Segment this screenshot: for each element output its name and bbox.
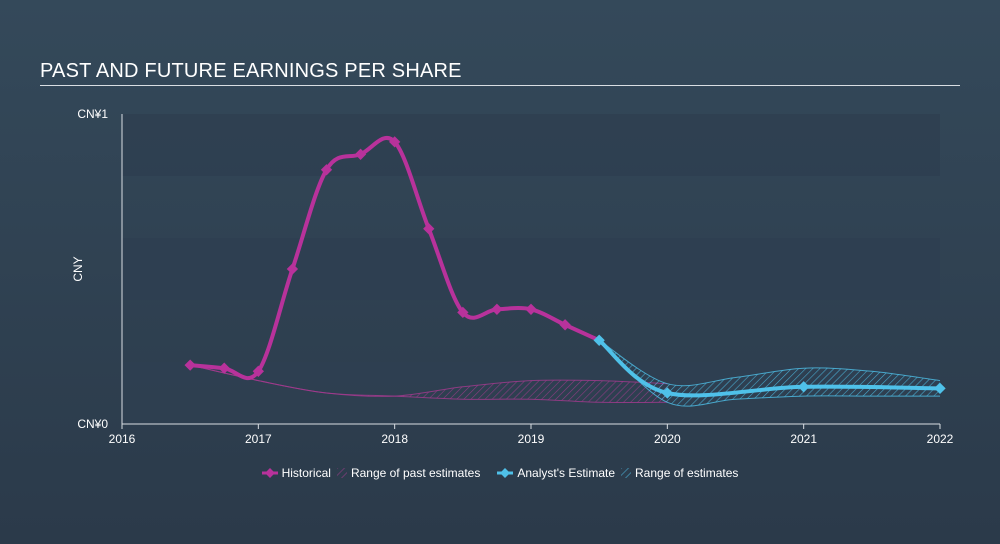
legend-historical-label: Historical bbox=[281, 466, 331, 480]
y-axis-label: CNY bbox=[71, 256, 85, 281]
estimate-legend-icon bbox=[497, 468, 514, 478]
range-areas bbox=[190, 339, 941, 407]
x-tick-label: 2016 bbox=[109, 432, 136, 446]
legend-estimate-label: Analyst's Estimate bbox=[517, 466, 616, 480]
chart-title: PAST AND FUTURE EARNINGS PER SHARE bbox=[40, 60, 462, 82]
x-tick-label: 2019 bbox=[518, 432, 545, 446]
axes bbox=[121, 114, 941, 429]
estimate-line bbox=[597, 338, 942, 398]
historical-point bbox=[389, 136, 401, 148]
historical-point bbox=[559, 319, 571, 331]
x-tick-label: 2021 bbox=[790, 432, 817, 446]
estimate-point bbox=[934, 382, 946, 395]
historical-point bbox=[286, 263, 299, 275]
estimate-point bbox=[798, 381, 810, 393]
series-markers bbox=[184, 136, 946, 399]
x-tick-label: 2020 bbox=[654, 432, 681, 446]
legend-estimate-range-label: Range of estimates bbox=[635, 466, 739, 480]
grid-band bbox=[122, 238, 940, 300]
past-range-lower-edge bbox=[190, 364, 668, 404]
future-range-lower-edge bbox=[598, 339, 940, 407]
historical-point bbox=[184, 359, 196, 371]
historical-point bbox=[218, 362, 230, 374]
legend: Historical Range of past estimates Analy… bbox=[0, 466, 1000, 480]
legend-estimate-range[interactable]: Range of estimates bbox=[621, 466, 738, 480]
historical-point bbox=[354, 148, 367, 160]
historical-point bbox=[423, 223, 435, 235]
estimate-range-legend-icon bbox=[621, 468, 632, 478]
y-tick-label: CN¥1 bbox=[77, 107, 108, 121]
estimate-point bbox=[661, 387, 673, 399]
legend-past-range[interactable]: Range of past estimates bbox=[336, 466, 481, 480]
x-tick-label: 2022 bbox=[927, 432, 954, 446]
historical-point bbox=[525, 303, 537, 315]
x-tick-label: 2017 bbox=[245, 432, 272, 446]
legend-historical[interactable]: Historical bbox=[261, 466, 331, 480]
future-estimates-range bbox=[599, 340, 940, 407]
y-tick-label: CN¥0 bbox=[77, 417, 108, 431]
future-range-upper-edge bbox=[598, 339, 941, 387]
historical-point bbox=[457, 306, 469, 319]
historical-point bbox=[491, 303, 503, 315]
historical-point bbox=[593, 334, 605, 346]
historical-point bbox=[320, 164, 333, 176]
tick-labels: CN¥0 CN¥1 CNY 2016 2017 2018 2019 2020 2021 2022 bbox=[71, 107, 954, 446]
grid-band bbox=[122, 114, 940, 176]
legend-estimate[interactable]: Analyst's Estimate bbox=[497, 466, 615, 480]
grid-band bbox=[122, 176, 940, 238]
historical-legend-icon bbox=[261, 468, 278, 478]
past-estimates-range bbox=[190, 365, 668, 403]
title-divider bbox=[40, 85, 960, 86]
past-range-legend-icon bbox=[336, 468, 347, 478]
eps-chart: CN¥0 CN¥1 CNY 2016 2017 2018 2019 2020 2021 2022 bbox=[71, 107, 954, 446]
legend-past-range-label: Range of past estimates bbox=[350, 466, 481, 480]
x-tick-label: 2018 bbox=[381, 432, 408, 446]
